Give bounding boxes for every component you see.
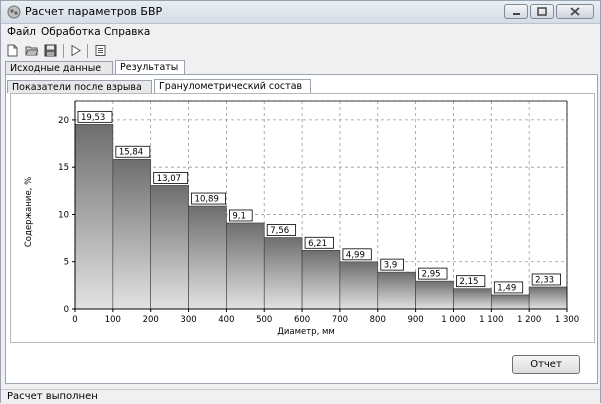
app-icon [7, 5, 21, 19]
bar [528, 286, 568, 310]
x-tick-label: 1 200 [517, 315, 541, 325]
run-icon[interactable] [69, 44, 82, 57]
data-label-box [153, 172, 189, 184]
x-tick-label: 1 100 [479, 315, 503, 325]
data-label-box [191, 192, 226, 205]
tab-after-blast-indicators[interactable]: Показатели после взрыва [7, 80, 152, 93]
x-tick-label: 400 [218, 315, 234, 325]
x-tick-label: 0 [72, 315, 77, 325]
y-tick-label: 5 [64, 258, 69, 268]
tab-granulometric-composition[interactable]: Гранулометрический состав [154, 79, 311, 93]
bar [112, 158, 151, 310]
data-label: 2,95 [422, 270, 441, 280]
tab-input-data[interactable]: Исходные данные [5, 61, 113, 74]
chart-y-ticks: 0 5 10 15 20 [58, 116, 75, 315]
open-folder-icon[interactable] [25, 44, 38, 57]
bar [453, 288, 492, 310]
data-label: 2,15 [459, 277, 478, 287]
data-label: 10,89 [195, 195, 219, 205]
x-tick-label: 700 [332, 315, 348, 325]
bar [339, 261, 379, 310]
bar [377, 271, 416, 310]
data-label: 13,07 [157, 174, 181, 184]
chart-data-labels: 19,53 15,84 13,07 10,89 9,1 7,56 6,21 4,99 3,9 2,… [77, 110, 561, 294]
data-label: 19,53 [81, 113, 105, 123]
granulometry-chart: 0 100 200 300 400 500 600 700 800 900 1 000 1 100 1 … [24, 100, 579, 337]
tab-results[interactable]: Результаты [115, 60, 185, 74]
data-label: 15,84 [119, 148, 143, 158]
data-label: 3,9 [384, 261, 398, 271]
minimize-icon [513, 13, 520, 15]
x-tick-label: 100 [105, 315, 121, 325]
menu-file[interactable]: Файл [7, 26, 37, 38]
bar [263, 237, 303, 310]
data-label-box [456, 275, 486, 288]
y-tick-label: 15 [58, 163, 69, 173]
bar [188, 205, 227, 310]
bar [150, 185, 189, 310]
bar [301, 249, 341, 310]
x-tick-label: 500 [256, 315, 272, 325]
data-label: 9,1 [232, 211, 246, 221]
data-label-box [266, 224, 297, 236]
x-tick-label: 200 [143, 315, 159, 325]
data-label-box [493, 281, 524, 294]
maximize-button[interactable] [530, 4, 554, 19]
data-label: 6,21 [308, 239, 327, 249]
toolbar-separator [63, 44, 64, 58]
y-tick-label: 0 [64, 305, 69, 315]
data-label-box [304, 236, 334, 249]
status-bar: Расчет выполнен [1, 389, 600, 404]
data-label-box [380, 258, 404, 271]
data-label-box [228, 209, 253, 222]
x-axis-label: Диаметр, мм [277, 327, 335, 337]
close-button[interactable] [556, 4, 594, 19]
chart-x-ticks: 0 100 200 300 400 500 600 700 800 900 1 000 1 100 1 … [72, 309, 579, 325]
data-label: 2,33 [535, 275, 554, 285]
bar [74, 124, 114, 310]
data-label: 4,99 [346, 250, 365, 260]
x-tick-label: 800 [370, 315, 386, 325]
status-text: Расчет выполнен [7, 391, 98, 402]
menu-process[interactable]: Обработка [41, 26, 101, 38]
minimize-button[interactable] [504, 4, 528, 19]
menu-help[interactable]: Справка [104, 26, 151, 38]
close-icon [570, 7, 580, 16]
bar [226, 222, 265, 310]
chart-bars [74, 124, 568, 310]
data-label-box [115, 145, 151, 158]
bar [491, 294, 530, 310]
y-axis-label: Содержание, % [24, 177, 34, 247]
x-tick-label: 900 [407, 315, 423, 325]
y-tick-label: 20 [58, 116, 69, 126]
list-icon[interactable] [94, 44, 107, 57]
new-file-icon[interactable] [6, 44, 19, 57]
chart-axes [74, 100, 568, 310]
x-tick-label: 1 300 [555, 315, 579, 325]
bar [415, 280, 454, 310]
data-label: 7,56 [270, 226, 289, 236]
report-button[interactable]: Отчет [512, 355, 580, 374]
save-icon[interactable] [44, 44, 57, 57]
toolbar [1, 42, 600, 60]
toolbar-separator [87, 44, 88, 58]
main-tabs: Исходные данные Результаты [1, 60, 600, 74]
y-tick-label: 10 [58, 210, 69, 220]
window-title: Расчет параметров БВР [25, 5, 163, 18]
maximize-icon [537, 7, 547, 16]
data-label-box [77, 110, 113, 123]
data-label: 1,49 [497, 283, 516, 293]
title-bar[interactable]: Расчет параметров БВР [1, 1, 600, 24]
data-label-box [342, 248, 372, 261]
data-label-box [531, 273, 561, 286]
x-tick-label: 600 [294, 315, 310, 325]
menu-bar: Файл Обработка Справка [1, 24, 600, 41]
chart-area: 0 100 200 300 400 500 600 700 800 900 1 000 1 100 1 … [10, 93, 595, 343]
data-label-box [418, 267, 448, 280]
x-tick-label: 300 [180, 315, 196, 325]
x-tick-label: 1 000 [441, 315, 465, 325]
